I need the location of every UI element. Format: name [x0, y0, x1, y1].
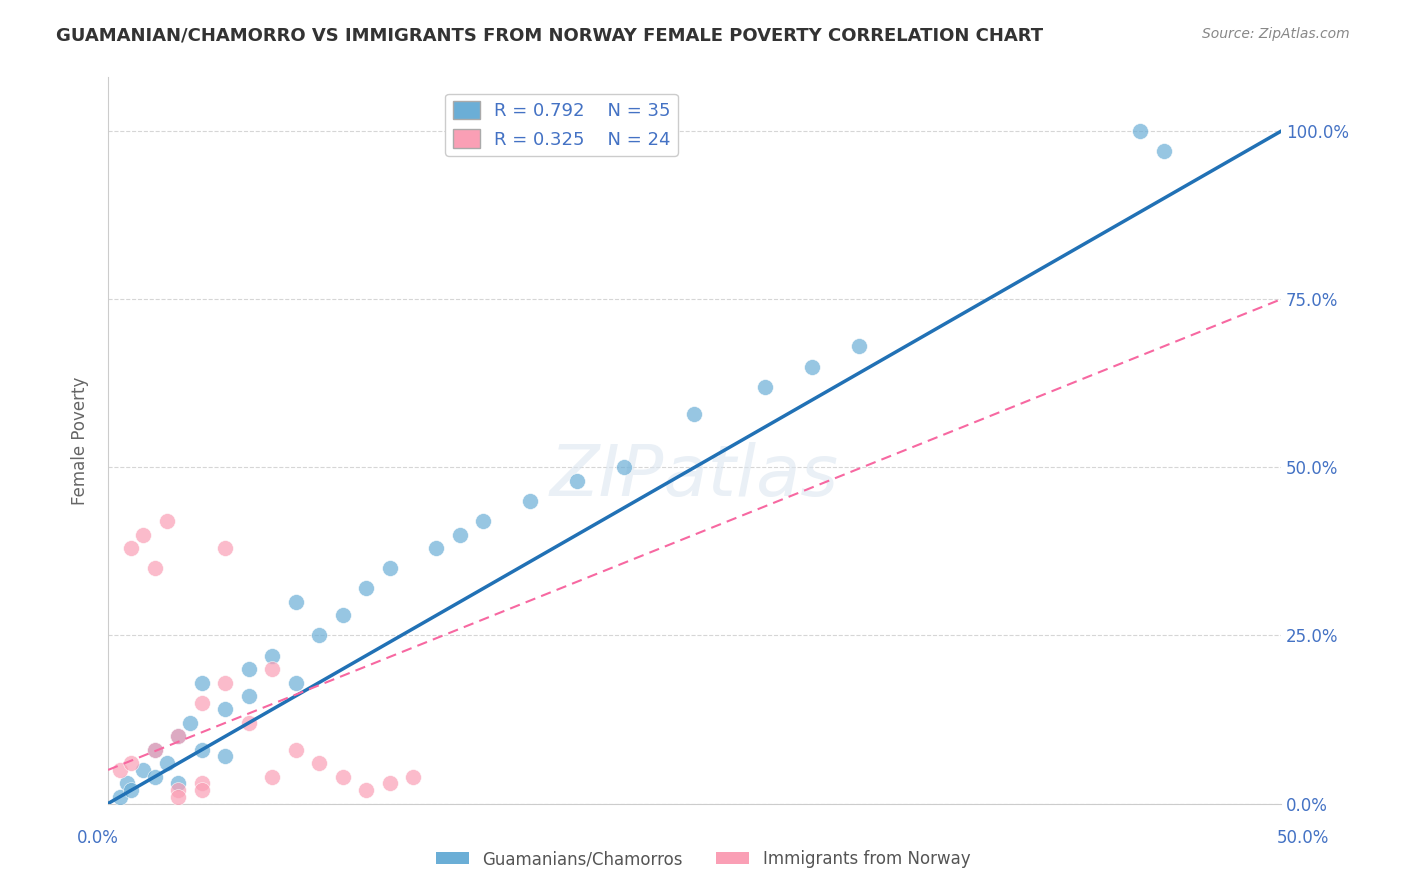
Point [378, 776, 401, 790]
Point [214, 749, 236, 764]
Point [472, 514, 495, 528]
Point [132, 527, 155, 541]
Point [191, 783, 214, 797]
Point [754, 380, 776, 394]
Point [143, 561, 166, 575]
Point [214, 702, 236, 716]
Point [567, 474, 589, 488]
Point [354, 783, 377, 797]
Point [191, 675, 214, 690]
Point [332, 608, 354, 623]
Point [1153, 145, 1175, 159]
Legend: R = 0.792    N = 35, R = 0.325    N = 24: R = 0.792 N = 35, R = 0.325 N = 24 [446, 94, 678, 156]
Text: GUAMANIAN/CHAMORRO VS IMMIGRANTS FROM NORWAY FEMALE POVERTY CORRELATION CHART: GUAMANIAN/CHAMORRO VS IMMIGRANTS FROM NO… [56, 27, 1043, 45]
Point [156, 514, 179, 528]
Point [108, 763, 131, 777]
Point [449, 527, 471, 541]
Point [120, 783, 142, 797]
Text: Source: ZipAtlas.com: Source: ZipAtlas.com [1202, 27, 1350, 41]
Point [683, 407, 706, 421]
Point [425, 541, 447, 555]
Point [378, 561, 401, 575]
Point [214, 541, 236, 555]
Point [848, 339, 870, 353]
Point [167, 776, 190, 790]
Point [167, 729, 190, 743]
Point [108, 789, 131, 804]
Point [800, 359, 823, 374]
Point [167, 783, 190, 797]
Point [214, 675, 236, 690]
Point [402, 770, 425, 784]
Point [613, 460, 636, 475]
Point [284, 743, 307, 757]
Point [167, 789, 190, 804]
Point [115, 776, 138, 790]
Point [262, 648, 284, 663]
Text: 50.0%: 50.0% [1277, 829, 1329, 847]
Point [120, 541, 142, 555]
Point [238, 662, 260, 676]
Point [519, 494, 541, 508]
Point [262, 662, 284, 676]
Point [179, 715, 201, 730]
Text: 0.0%: 0.0% [77, 829, 120, 847]
Point [120, 756, 142, 771]
Point [284, 675, 307, 690]
Point [262, 770, 284, 784]
Point [143, 743, 166, 757]
Point [167, 729, 190, 743]
Point [143, 770, 166, 784]
Point [332, 770, 354, 784]
Point [308, 756, 330, 771]
Y-axis label: Female Poverty: Female Poverty [72, 376, 89, 505]
Point [191, 743, 214, 757]
Point [284, 595, 307, 609]
Point [1129, 124, 1152, 138]
Point [354, 582, 377, 596]
Point [143, 743, 166, 757]
Point [191, 776, 214, 790]
Text: ZIPatlas: ZIPatlas [550, 442, 839, 511]
Point [238, 715, 260, 730]
Point [132, 763, 155, 777]
Point [156, 756, 179, 771]
Point [191, 696, 214, 710]
Point [308, 628, 330, 642]
Point [238, 689, 260, 703]
Legend: Guamanians/Chamorros, Immigrants from Norway: Guamanians/Chamorros, Immigrants from No… [429, 844, 977, 875]
